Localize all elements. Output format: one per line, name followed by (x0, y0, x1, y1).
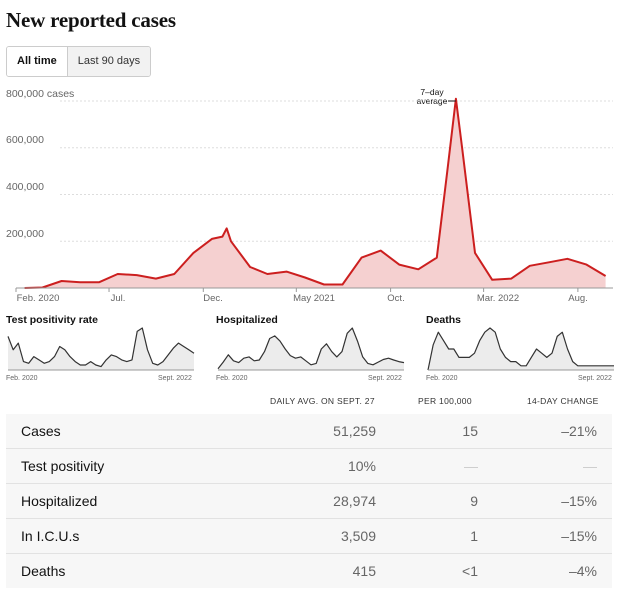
per-100k-value: 15 (462, 423, 478, 439)
mini-chart-line (427, 327, 614, 371)
mini-x-label: Feb. 2020 (426, 375, 458, 382)
change-value: –15% (561, 493, 597, 509)
column-header-daily-avg: DAILY AVG. ON SEPT. 27 (270, 396, 375, 406)
change-value: –15% (561, 528, 597, 544)
y-tick-label: 400,000 (6, 181, 44, 193)
cases-area (24, 98, 606, 288)
mini-x-label: Sept. 2022 (368, 375, 402, 382)
cases-7day-line (24, 97, 607, 289)
stats-table: Cases 51,259 15 –21% Test positivity 10%… (6, 414, 612, 588)
x-tick-label: Mar. 2022 (476, 293, 520, 304)
row-label: Hospitalized (21, 493, 98, 509)
mini-chart-line (7, 327, 195, 368)
mini-chart-area (218, 328, 404, 370)
y-tick-label: 600,000 (6, 134, 44, 146)
table-row: Test positivity 10% — — (6, 449, 612, 484)
row-label: In I.C.U.s (21, 528, 80, 544)
x-tick-label: Dec. (203, 293, 223, 304)
annotation-line1: 7–day (420, 87, 444, 97)
daily-avg-value: 3,509 (340, 528, 376, 544)
per-100k-value: — (464, 458, 478, 474)
mini-chart-area (428, 328, 614, 370)
column-header-14-day-change: 14-DAY CHANGE (527, 396, 599, 406)
per-100k-value: 1 (470, 528, 478, 544)
mini-chart-title: Hospitalized (216, 314, 278, 326)
row-label: Deaths (21, 563, 66, 579)
change-value: –21% (561, 423, 597, 439)
mini-x-label: Feb. 2020 (216, 375, 248, 382)
daily-avg-value: 28,974 (333, 493, 376, 509)
x-tick-label: Feb. 2020 (16, 293, 60, 304)
mini-x-label: Sept. 2022 (578, 375, 612, 382)
x-tick-label: Jul. (110, 293, 126, 304)
time-range-toggle: All time Last 90 days (6, 46, 152, 77)
row-label: Test positivity (21, 458, 105, 474)
table-row: Deaths 415 <1 –4% (6, 554, 612, 588)
all-time-button[interactable]: All time (7, 47, 68, 76)
y-tick-label: 800,000 cases (6, 88, 75, 100)
x-tick-label: Oct. (387, 293, 405, 304)
table-row: Hospitalized 28,974 9 –15% (6, 484, 612, 519)
x-tick-label: Aug. (568, 293, 588, 304)
column-header-per-100k: PER 100,000 (418, 396, 472, 406)
daily-avg-value: 51,259 (333, 423, 376, 439)
table-row: Cases 51,259 15 –21% (6, 414, 612, 449)
mini-chart-area (8, 328, 194, 370)
mini-x-label: Feb. 2020 (6, 375, 38, 382)
daily-avg-value: 10% (347, 458, 376, 474)
mini-chart-line (217, 327, 405, 370)
change-value: –4% (568, 563, 597, 579)
mini-chart-title: Deaths (426, 314, 462, 326)
table-row: In I.C.U.s 3,509 1 –15% (6, 519, 612, 554)
per-100k-value: <1 (462, 563, 478, 579)
last-90-days-button[interactable]: Last 90 days (67, 47, 151, 76)
change-value: — (583, 458, 597, 474)
per-100k-value: 9 (470, 493, 478, 509)
page-title: New reported cases (6, 8, 176, 32)
mini-x-label: Sept. 2022 (158, 375, 192, 382)
y-tick-label: 200,000 (6, 228, 44, 240)
row-label: Cases (21, 423, 61, 439)
x-tick-label: May 2021 (293, 293, 335, 304)
daily-avg-value: 415 (352, 563, 376, 579)
mini-charts (7, 327, 614, 371)
mini-chart-title: Test positivity rate (6, 314, 98, 326)
cases-area-chart (15, 97, 613, 292)
